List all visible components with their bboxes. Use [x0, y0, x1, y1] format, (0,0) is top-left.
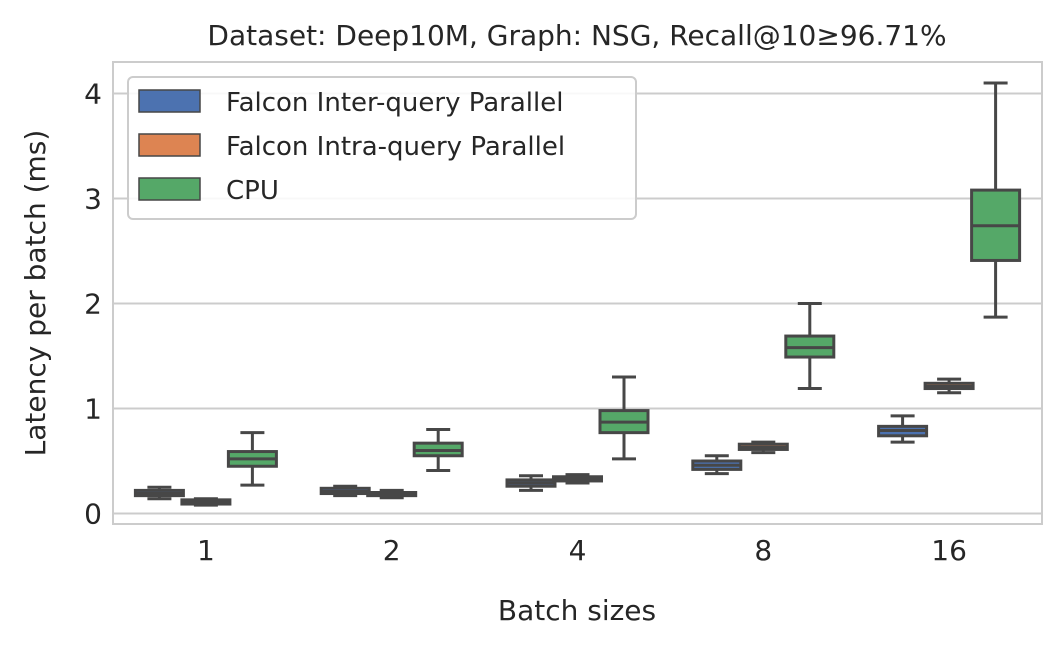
y-tick-label: 2 [84, 288, 102, 321]
x-tick-label: 16 [931, 534, 967, 567]
legend: Falcon Inter-query Parallel Falcon Intra-… [127, 76, 637, 220]
box-plot-series [133, 81, 1022, 507]
legend-swatch [138, 133, 201, 157]
x-tick-label: 4 [569, 534, 587, 567]
box-plot-box [505, 474, 557, 492]
legend-item: CPU [138, 176, 279, 206]
y-tick-label: 1 [84, 393, 102, 426]
y-tick-label: 3 [84, 183, 102, 216]
x-tick-label: 8 [754, 534, 772, 567]
legend-label: Falcon Inter-query Parallel [226, 88, 563, 118]
y-tick-labels: 0 1 2 3 4 [84, 78, 102, 531]
box-plot-box [877, 414, 929, 444]
box-plot-box [923, 377, 975, 395]
box-plot-box [133, 485, 185, 501]
legend-swatch [138, 89, 201, 113]
legend-label: Falcon Intra-query Parallel [226, 132, 565, 162]
box-plot-box [737, 440, 789, 455]
x-axis-label: Batch sizes [498, 594, 656, 627]
box-plot-box [366, 488, 418, 500]
legend-frame [127, 76, 637, 220]
box-plot-box [180, 497, 232, 507]
legend-label: CPU [226, 176, 279, 206]
series-cpu [226, 81, 1022, 487]
legend-item: Falcon Inter-query Parallel [138, 88, 563, 118]
box-plot-box [691, 454, 743, 476]
legend-item: Falcon Intra-query Parallel [138, 132, 565, 162]
box-plot-box [412, 428, 464, 472]
legend-swatch [138, 177, 201, 201]
x-tick-label: 1 [197, 534, 215, 567]
box-plot-box [598, 375, 650, 461]
y-tick-label: 0 [84, 498, 102, 531]
box-plot-box [552, 473, 603, 485]
y-tick-label: 4 [84, 78, 102, 111]
box-plot-box [319, 484, 371, 498]
x-tick-labels: 1 2 4 8 16 [197, 534, 967, 567]
chart-title: Dataset: Deep10M, Graph: NSG, Recall@10≥… [207, 19, 946, 52]
y-axis-label: Latency per batch (ms) [19, 130, 52, 457]
box-plot-box [784, 302, 836, 391]
series-falcon-intra-query-parallel [180, 377, 975, 507]
series-falcon-inter-query-parallel [133, 414, 929, 501]
plot-frame [112, 61, 1043, 525]
box-plot-box [970, 81, 1022, 319]
box-plot-box [226, 431, 278, 487]
x-tick-label: 2 [383, 534, 401, 567]
legend-items: Falcon Inter-query Parallel Falcon Intra-… [138, 88, 565, 206]
